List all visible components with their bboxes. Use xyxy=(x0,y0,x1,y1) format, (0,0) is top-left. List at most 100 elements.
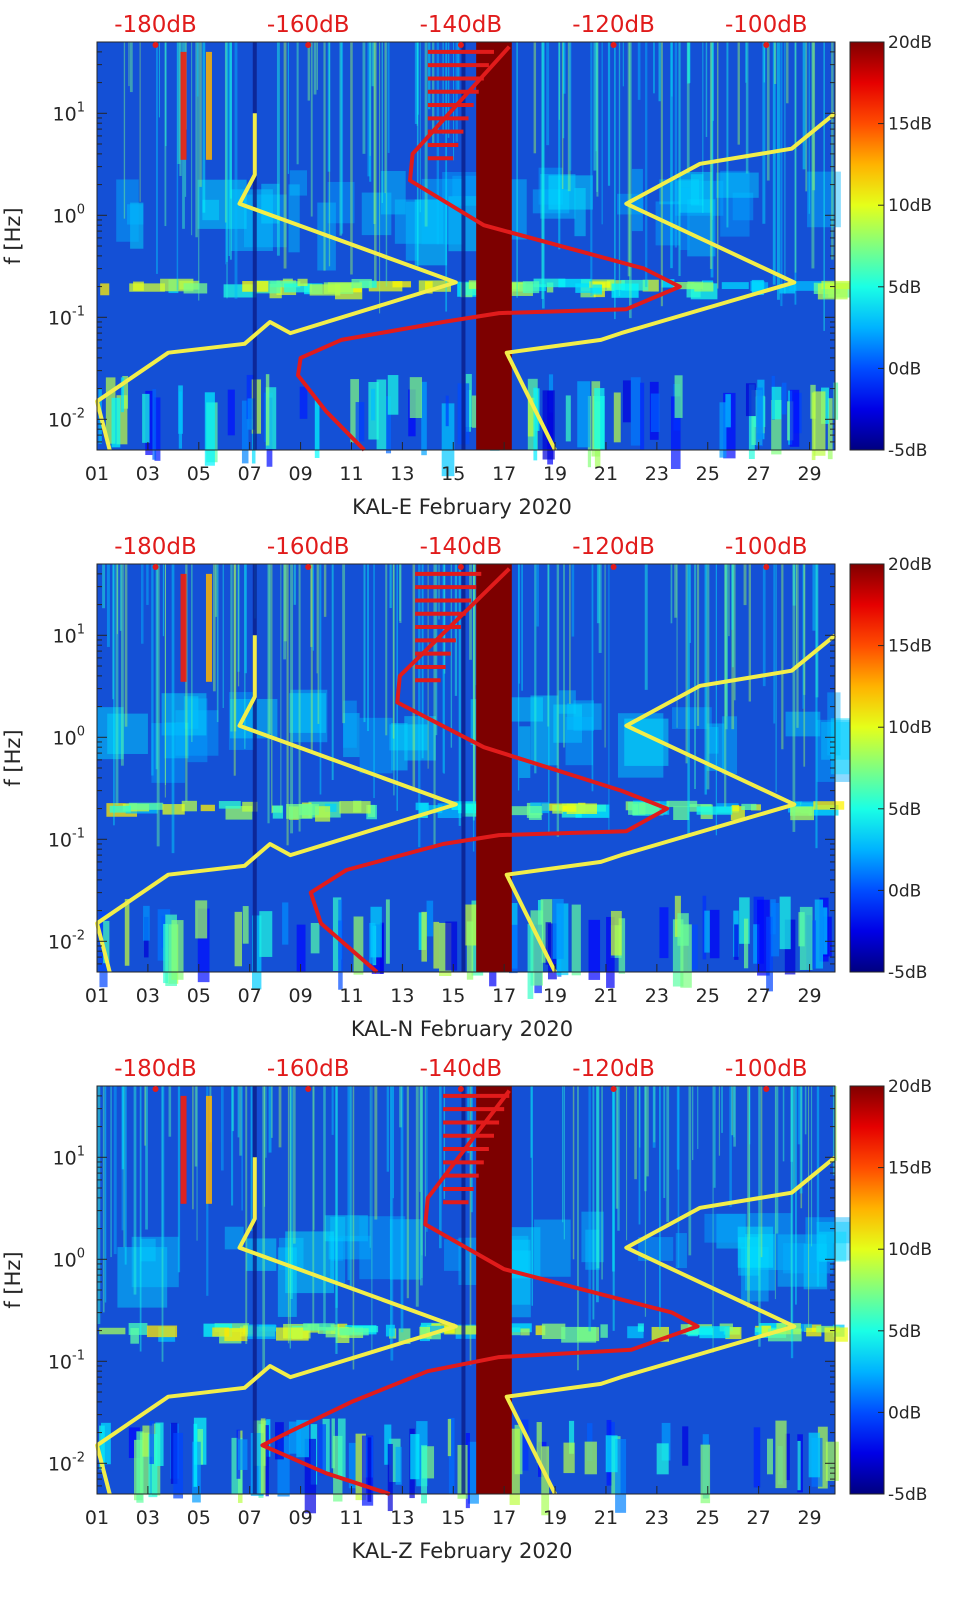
microseism-band-cell xyxy=(741,803,757,811)
colorbar-label: 10dB xyxy=(888,718,932,738)
vertical-streak xyxy=(374,1086,378,1220)
vertical-streak xyxy=(289,1086,292,1349)
vertical-streak xyxy=(119,564,122,631)
vertical-streak xyxy=(652,1086,656,1148)
x-tick-label: 05 xyxy=(187,1507,211,1529)
vertical-streak xyxy=(696,564,700,726)
y-tick-exponent: -2 xyxy=(72,406,85,421)
y-tick-exponent: -1 xyxy=(72,826,85,841)
vertical-streak xyxy=(743,564,747,606)
low-freq-cell xyxy=(552,898,564,959)
vertical-streak xyxy=(421,1086,423,1256)
noise-haze-cell xyxy=(288,184,300,253)
vertical-streak xyxy=(710,42,714,278)
psd-line xyxy=(260,1089,700,1496)
vertical-streak xyxy=(688,42,691,83)
vertical-streak xyxy=(331,1086,334,1135)
vertical-streak xyxy=(113,564,115,826)
microseism-band-cell xyxy=(303,1323,335,1331)
low-freq-cell xyxy=(734,924,739,960)
vertical-streak xyxy=(694,564,696,789)
noise-haze-cell xyxy=(558,690,576,714)
low-freq-cell xyxy=(610,910,622,956)
vertical-streak xyxy=(638,1086,641,1148)
vertical-streak xyxy=(815,564,819,698)
low-freq-cell xyxy=(370,906,382,958)
top-axis-marker xyxy=(763,42,770,48)
x-tick-label: 09 xyxy=(288,1507,312,1529)
vertical-streak xyxy=(786,42,789,104)
low-freq-cell xyxy=(466,921,474,980)
noise-model-line-2 xyxy=(504,1155,837,1495)
vertical-streak xyxy=(686,42,690,174)
vertical-streak xyxy=(237,1086,240,1138)
microseism-band-cell xyxy=(309,284,341,296)
low-freq-cell xyxy=(700,1444,711,1504)
vertical-streak xyxy=(724,564,727,807)
vertical-streak xyxy=(794,42,797,305)
vertical-streak xyxy=(287,42,290,174)
vertical-streak xyxy=(164,42,167,227)
vertical-streak xyxy=(454,564,458,696)
low-freq-cell xyxy=(387,375,399,415)
noise-haze-cell xyxy=(821,722,851,760)
vertical-streak xyxy=(469,1086,472,1366)
vertical-streak xyxy=(268,564,271,734)
low-freq-cell xyxy=(379,922,385,974)
noise-haze-cell xyxy=(107,713,148,754)
low-freq-cell xyxy=(124,898,130,966)
low-freq-cell xyxy=(448,1417,455,1495)
low-freq-cell xyxy=(825,1441,839,1481)
vertical-streak xyxy=(233,564,236,776)
vertical-streak xyxy=(229,42,232,199)
vertical-streak xyxy=(797,1086,801,1145)
noise-haze-cell xyxy=(737,1226,774,1268)
low-freq-cell xyxy=(385,396,392,454)
x-tick-label: 27 xyxy=(747,463,771,485)
vertical-streak xyxy=(262,1086,266,1374)
y-tick-exponent: -1 xyxy=(72,1348,85,1363)
dark-gap-line xyxy=(461,564,466,972)
vertical-streak xyxy=(676,564,678,728)
y-tick-exponent: 0 xyxy=(77,1246,85,1261)
x-tick-label: 15 xyxy=(441,985,465,1007)
vertical-streak xyxy=(627,42,631,277)
y-axis-label: f [Hz] xyxy=(1,1251,25,1308)
vertical-streak xyxy=(424,1086,426,1257)
vertical-streak xyxy=(310,564,313,751)
vertical-streak xyxy=(389,564,392,609)
low-freq-cell xyxy=(350,379,359,443)
vertical-streak xyxy=(762,42,766,224)
vertical-streak xyxy=(598,564,602,653)
top-axis-label: -120dB xyxy=(572,1056,655,1082)
vertical-streak xyxy=(331,564,334,781)
low-freq-cell xyxy=(234,911,242,967)
vertical-streak xyxy=(226,42,228,299)
vertical-streak xyxy=(387,42,390,153)
vertical-streak xyxy=(536,564,539,627)
vertical-streak xyxy=(317,564,320,724)
x-tick-label: 11 xyxy=(339,985,363,1007)
low-freq-cell xyxy=(812,920,817,969)
vertical-streak xyxy=(233,564,237,732)
low-freq-cell xyxy=(445,921,458,971)
noise-haze-cell xyxy=(285,1231,335,1294)
vertical-streak xyxy=(231,1086,235,1132)
low-freq-cell xyxy=(622,380,631,423)
low-freq-cell xyxy=(527,397,535,437)
x-tick-label: 09 xyxy=(288,463,312,485)
low-freq-cell xyxy=(152,388,157,460)
noise-haze-cell xyxy=(732,192,754,221)
vertical-streak xyxy=(399,564,401,621)
vertical-streak xyxy=(676,1086,680,1170)
top-axis-label: -180dB xyxy=(114,1056,197,1082)
vertical-streak xyxy=(271,1086,273,1138)
vertical-streak xyxy=(725,564,728,717)
event-streak xyxy=(205,1095,212,1204)
low-freq-cell xyxy=(680,924,692,988)
low-freq-cell xyxy=(447,1418,452,1457)
vertical-streak xyxy=(802,42,806,170)
vertical-streak xyxy=(518,564,521,684)
vertical-streak xyxy=(421,564,424,759)
low-freq-cell xyxy=(659,907,669,959)
